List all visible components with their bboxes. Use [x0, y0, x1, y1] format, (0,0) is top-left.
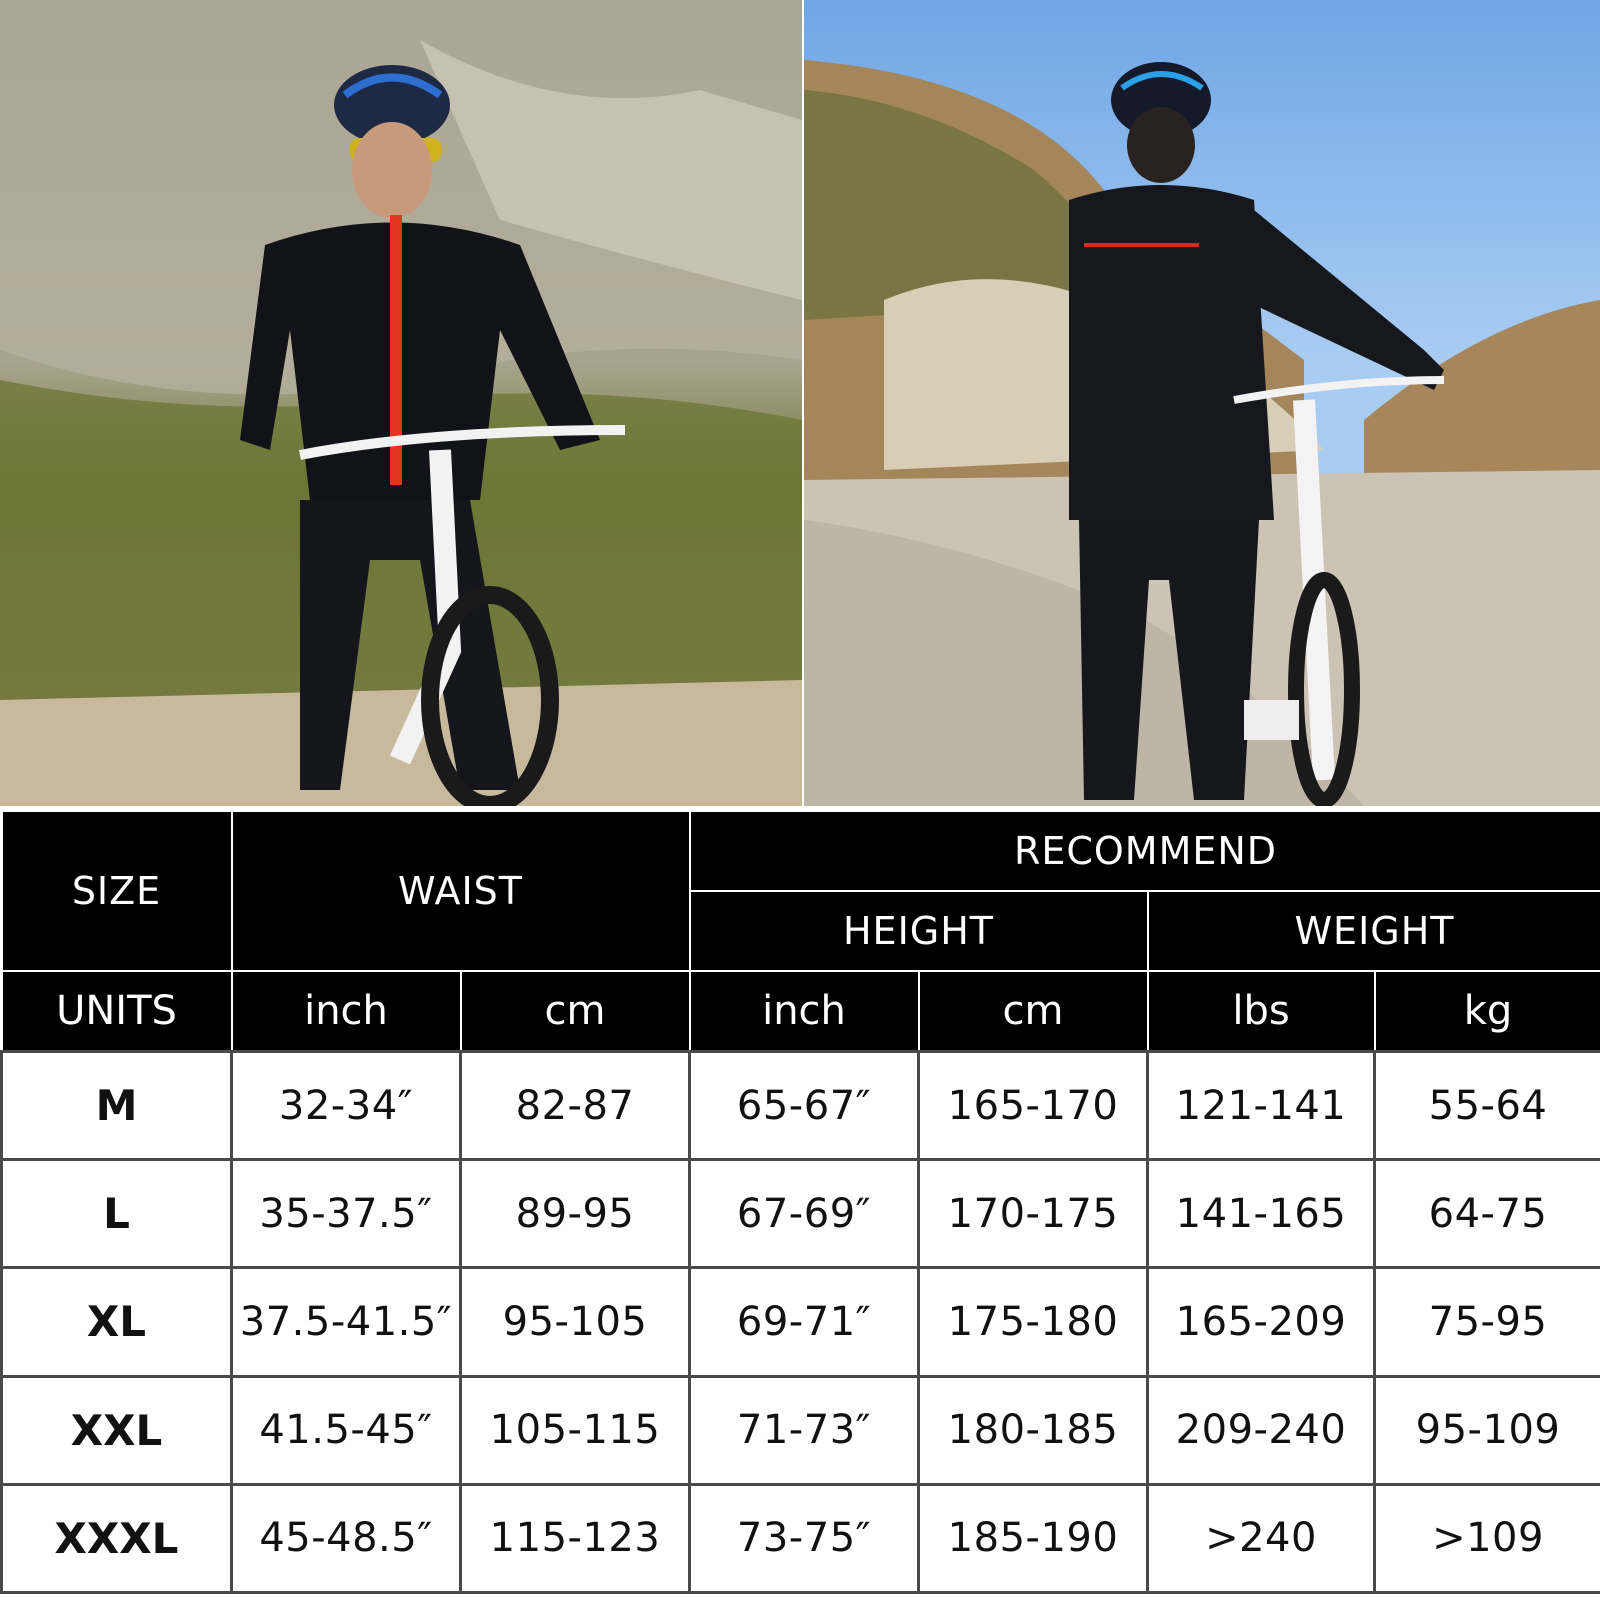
waist-cm-cell: 115-123 — [459, 1482, 691, 1595]
size-cell: M — [0, 1049, 233, 1162]
height-cm-cell: 185-190 — [917, 1482, 1149, 1595]
height-cm-cell: 165-170 — [917, 1049, 1149, 1162]
size-table: SIZE WAIST RECOMMEND HEIGHT WEIGHT UNITS… — [0, 809, 1600, 1595]
cyclist-back-photo — [804, 0, 1600, 806]
unit-height-inch: inch — [688, 970, 920, 1053]
size-cell: XL — [0, 1266, 233, 1378]
unit-waist-cm: cm — [459, 970, 691, 1053]
waist-cm-cell: 105-115 — [459, 1374, 691, 1486]
table-row: XXXL 45-48.5″ 115-123 73-75″ 185-190 >24… — [0, 1482, 1600, 1595]
cyclist-standing-back-photo-icon — [804, 0, 1600, 806]
waist-cm-cell: 89-95 — [459, 1158, 691, 1270]
weight-lbs-cell: 165-209 — [1146, 1266, 1376, 1378]
units-label: UNITS — [0, 970, 233, 1053]
waist-inch-cell: 35-37.5″ — [230, 1158, 462, 1270]
weight-lbs-cell: 141-165 — [1146, 1158, 1376, 1270]
recommend-header: RECOMMEND — [688, 809, 1600, 893]
unit-weight-lbs: lbs — [1146, 970, 1376, 1053]
size-chart: SIZE WAIST RECOMMEND HEIGHT WEIGHT UNITS… — [0, 809, 1600, 1600]
height-cm-cell: 175-180 — [917, 1266, 1149, 1378]
waist-cm-cell: 82-87 — [459, 1049, 691, 1162]
weight-header: WEIGHT — [1146, 890, 1600, 973]
units-row: UNITS inch cm inch cm lbs kg — [0, 970, 1600, 1053]
header-row-2: HEIGHT WEIGHT — [2, 890, 1600, 973]
waist-inch-cell: 45-48.5″ — [230, 1482, 462, 1595]
weight-kg-cell: 64-75 — [1373, 1158, 1600, 1270]
cyclist-riding-photo-icon — [0, 0, 802, 806]
size-cell: L — [0, 1158, 233, 1270]
weight-kg-cell: 55-64 — [1373, 1049, 1600, 1162]
waist-inch-cell: 37.5-41.5″ — [230, 1266, 462, 1378]
photo-strip — [0, 0, 1600, 806]
waist-inch-cell: 32-34″ — [230, 1049, 462, 1162]
height-inch-cell: 67-69″ — [688, 1158, 920, 1270]
height-cm-cell: 180-185 — [917, 1374, 1149, 1486]
weight-lbs-cell: 209-240 — [1146, 1374, 1376, 1486]
table-row: L 35-37.5″ 89-95 67-69″ 170-175 141-165 … — [0, 1158, 1600, 1270]
table-row: M 32-34″ 82-87 65-67″ 165-170 121-141 55… — [0, 1049, 1600, 1162]
size-header: SIZE — [0, 809, 233, 973]
unit-waist-inch: inch — [230, 970, 462, 1053]
weight-kg-cell: >109 — [1373, 1482, 1600, 1595]
size-cell: XXL — [0, 1374, 233, 1486]
waist-header: WAIST — [230, 809, 691, 973]
unit-height-cm: cm — [917, 970, 1149, 1053]
weight-lbs-cell: >240 — [1146, 1482, 1376, 1595]
cyclist-front-photo — [0, 0, 802, 806]
weight-kg-cell: 95-109 — [1373, 1374, 1600, 1486]
waist-inch-cell: 41.5-45″ — [230, 1374, 462, 1486]
waist-cm-cell: 95-105 — [459, 1266, 691, 1378]
height-inch-cell: 73-75″ — [688, 1482, 920, 1595]
table-row: XL 37.5-41.5″ 95-105 69-71″ 175-180 165-… — [0, 1266, 1600, 1378]
height-header: HEIGHT — [688, 890, 1149, 973]
unit-weight-kg: kg — [1373, 970, 1600, 1053]
table-row: XXL 41.5-45″ 105-115 71-73″ 180-185 209-… — [0, 1374, 1600, 1486]
weight-kg-cell: 75-95 — [1373, 1266, 1600, 1378]
height-inch-cell: 69-71″ — [688, 1266, 920, 1378]
height-inch-cell: 65-67″ — [688, 1049, 920, 1162]
weight-lbs-cell: 121-141 — [1146, 1049, 1376, 1162]
header-row-1: SIZE WAIST RECOMMEND — [0, 809, 1600, 973]
height-inch-cell: 71-73″ — [688, 1374, 920, 1486]
height-cm-cell: 170-175 — [917, 1158, 1149, 1270]
size-cell: XXXL — [0, 1482, 233, 1595]
